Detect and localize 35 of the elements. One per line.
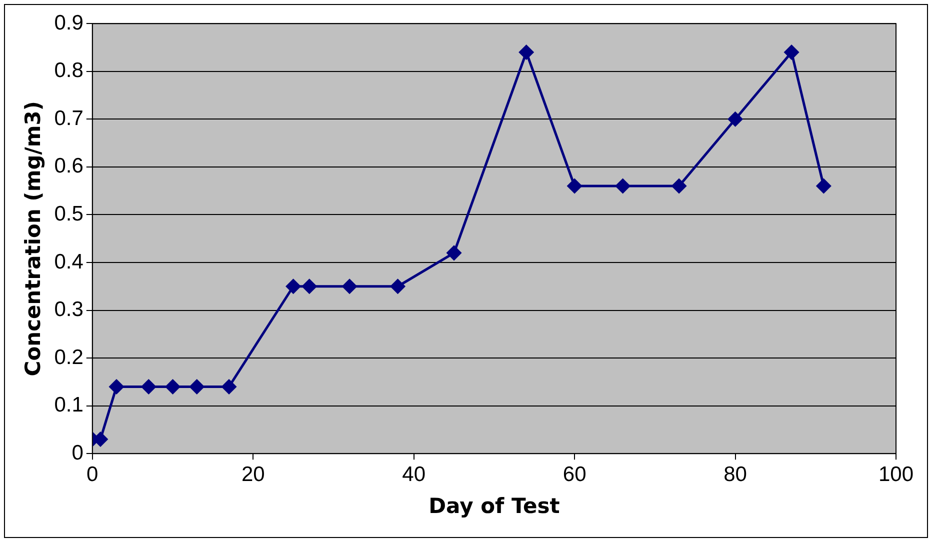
point (784, 45, 799, 60)
y-tick-label: 0.3 (54, 298, 84, 322)
x-axis-title: Day of Test (428, 494, 560, 518)
point (519, 45, 534, 60)
point (816, 178, 831, 194)
x-tick-label: 0 (86, 462, 98, 486)
point (166, 379, 180, 394)
point (672, 178, 686, 194)
point (302, 279, 317, 294)
point (109, 379, 124, 394)
y-tick-label: 0.5 (54, 202, 84, 226)
y-tick-label: 0.9 (54, 11, 84, 34)
point (728, 112, 743, 126)
x-tick-label: 20 (241, 462, 265, 486)
x-tick-label: 80 (724, 462, 747, 486)
x-tick-label: 60 (562, 462, 586, 486)
y-tick-label: 0.8 (54, 59, 84, 82)
y-tick-label: 0.2 (54, 346, 84, 369)
point (446, 246, 462, 260)
point (141, 379, 156, 394)
y-axis-title: Concentration (mg/m3) (21, 101, 46, 376)
point (286, 279, 301, 294)
y-tick-label: 0.6 (54, 154, 84, 178)
point (390, 279, 406, 294)
point (567, 178, 582, 194)
point (222, 379, 236, 394)
y-tick-label: 0.1 (54, 394, 84, 417)
y-tick-label: 0.4 (54, 250, 84, 274)
y-tick-label: 0 (72, 441, 84, 464)
x-tick-label: 40 (402, 462, 426, 486)
point (342, 279, 357, 294)
x-tick-label: 100 (878, 462, 914, 486)
point (190, 379, 204, 394)
y-tick-label: 0.7 (54, 106, 84, 130)
point (616, 178, 630, 194)
